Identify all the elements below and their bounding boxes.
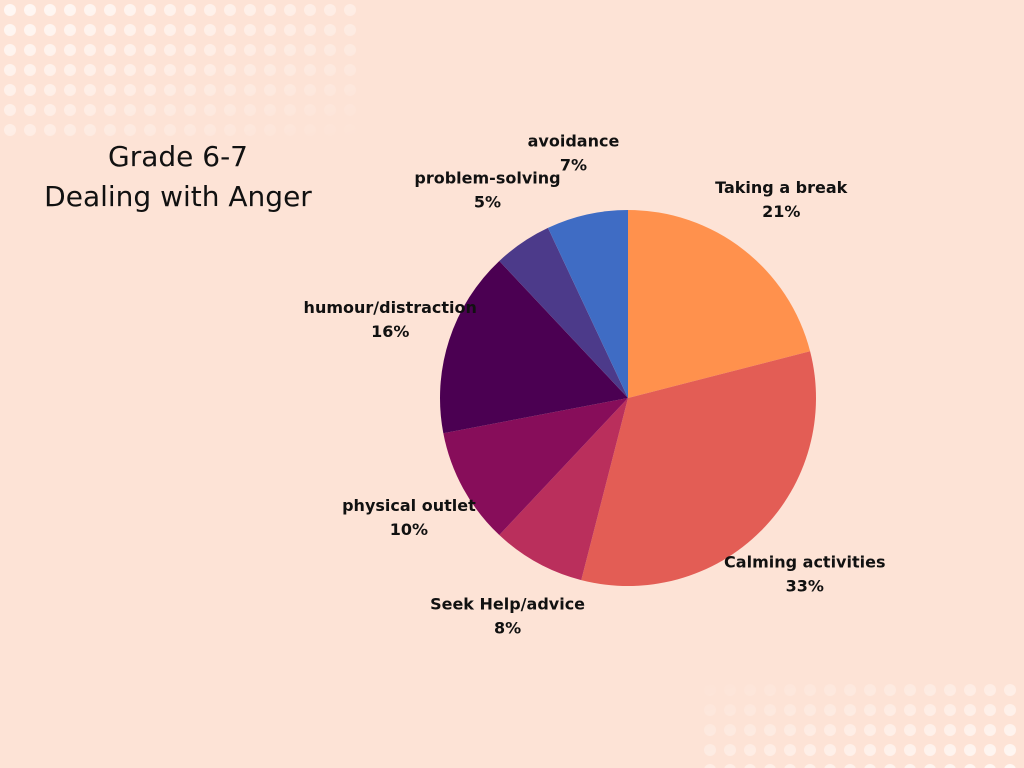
value-label: 5% xyxy=(474,193,501,212)
value-label: 33% xyxy=(786,576,824,595)
pie-slice xyxy=(499,227,628,398)
chart-subtitle: Dealing with Anger xyxy=(44,180,312,213)
decoration xyxy=(700,680,1024,768)
slice-label: avoidance xyxy=(528,132,620,151)
slice-label: physical outlet xyxy=(342,496,476,515)
pie-slice xyxy=(443,398,628,536)
slice-label: Calming activities xyxy=(724,552,885,571)
value-label: 10% xyxy=(390,520,428,539)
chart-title: Grade 6-7 xyxy=(108,140,248,173)
pie-slice xyxy=(439,260,628,434)
decoration xyxy=(0,0,360,140)
slice-label: problem-solving xyxy=(414,169,560,188)
value-label: 16% xyxy=(371,322,409,341)
value-label: 7% xyxy=(560,156,587,175)
pie-slice xyxy=(581,351,816,587)
slice-label: Taking a break xyxy=(715,178,848,197)
pie-slice xyxy=(547,210,628,398)
value-label: 8% xyxy=(494,619,521,638)
slice-label: Seek Help/advice xyxy=(430,595,585,614)
slice-label: humour/distraction xyxy=(304,298,477,317)
pie-slice xyxy=(499,398,628,581)
value-label: 21% xyxy=(762,202,800,221)
pie-slice xyxy=(628,210,811,398)
